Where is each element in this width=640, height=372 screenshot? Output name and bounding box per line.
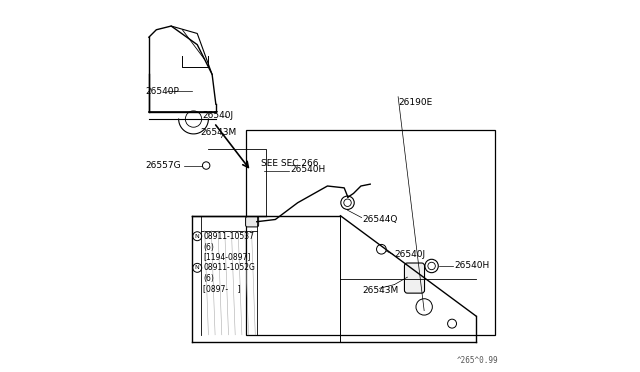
Text: 26540J: 26540J	[394, 250, 426, 259]
Text: 26544Q: 26544Q	[363, 215, 398, 224]
Text: 26543M: 26543M	[363, 286, 399, 295]
Text: 26540P: 26540P	[145, 87, 179, 96]
Text: 26190E: 26190E	[398, 98, 433, 107]
Text: 08911-1052G: 08911-1052G	[203, 263, 255, 272]
Text: SEE SEC.266: SEE SEC.266	[262, 159, 319, 168]
Bar	[246, 130, 495, 335]
Text: 26540J: 26540J	[203, 111, 234, 120]
FancyBboxPatch shape	[404, 263, 424, 293]
Text: ^265^0.99: ^265^0.99	[457, 356, 499, 365]
Text: (6): (6)	[203, 243, 214, 252]
Text: 08911-10537: 08911-10537	[203, 232, 254, 241]
Text: 26540H: 26540H	[454, 262, 490, 270]
Text: [0897-    ]: [0897- ]	[203, 284, 241, 293]
Text: N: N	[195, 234, 200, 239]
Text: [1194-0897]: [1194-0897]	[203, 252, 251, 261]
FancyBboxPatch shape	[246, 217, 259, 227]
Text: (6): (6)	[203, 275, 214, 283]
Text: 26543M: 26543M	[200, 128, 236, 137]
Text: N: N	[195, 265, 200, 270]
Text: 26557G: 26557G	[145, 161, 181, 170]
Text: 26540H: 26540H	[291, 165, 326, 174]
